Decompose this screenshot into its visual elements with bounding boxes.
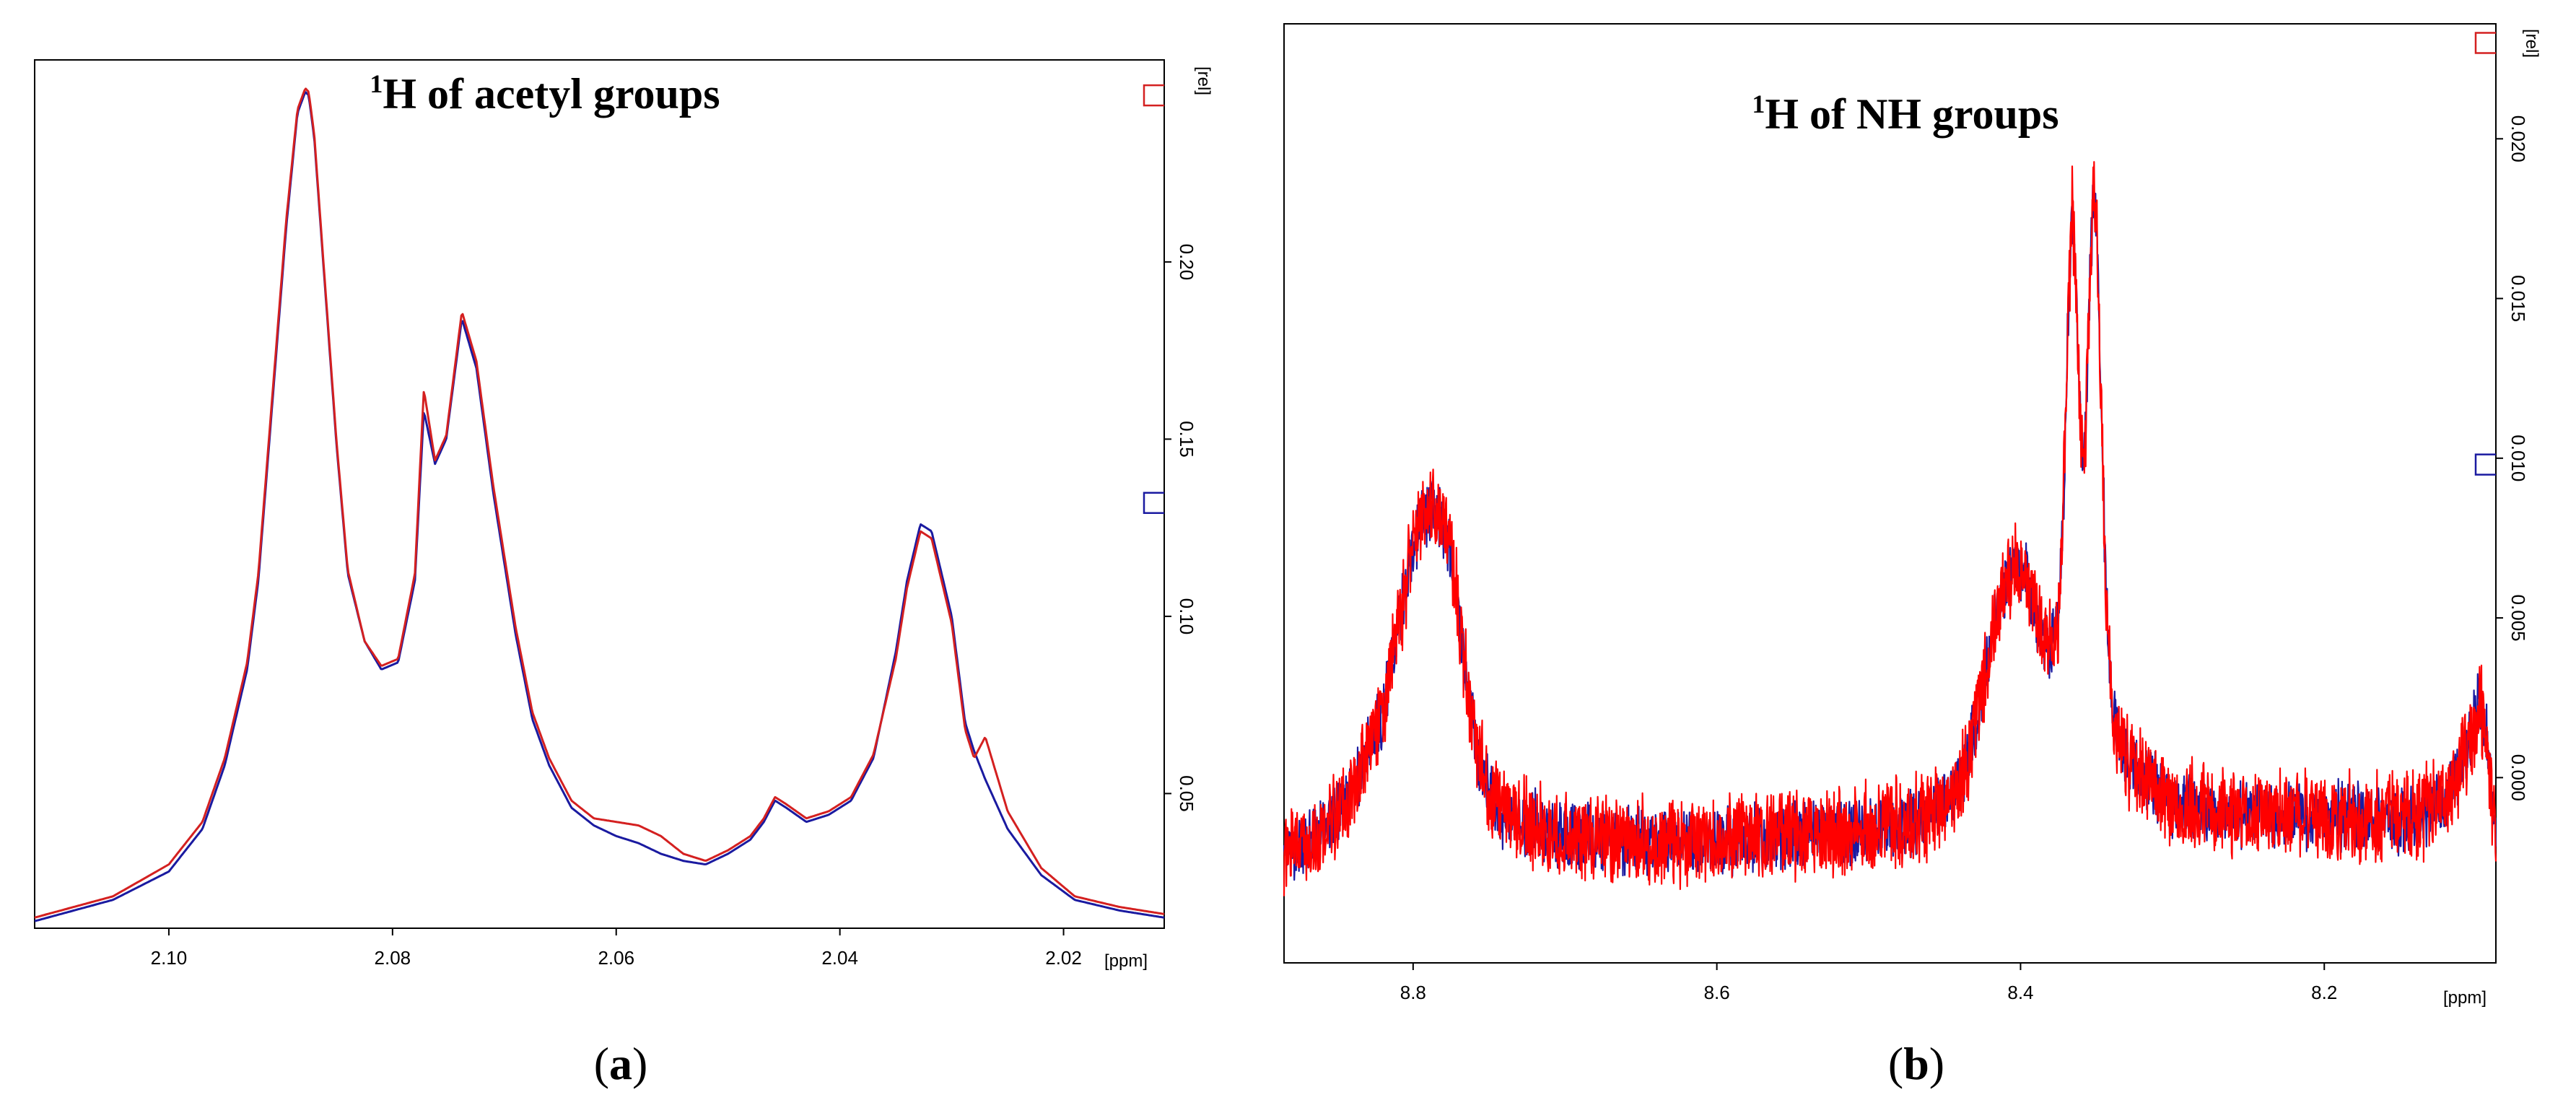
y-tick-label: 0.020 <box>2507 115 2529 162</box>
x-tick-label: 8.8 <box>1400 982 1426 1003</box>
x-unit-a: [ppm] <box>1104 951 1148 971</box>
y-tick-label: 0.010 <box>2507 435 2529 481</box>
x-tick-label: 8.4 <box>2007 982 2033 1003</box>
plot-frame-a <box>34 59 1165 929</box>
y-unit-b: [rel] <box>2522 29 2541 58</box>
integral-marker-blue <box>1143 492 1164 515</box>
x-tick-label: 2.02 <box>1045 947 1082 969</box>
x-tick-label: 8.6 <box>1704 982 1730 1003</box>
series-red-b <box>1283 161 2497 896</box>
x-tick-label: 2.04 <box>821 947 858 969</box>
series-red-a <box>34 87 1165 919</box>
x-unit-b: [ppm] <box>2443 988 2487 1008</box>
integral-marker-blue <box>2474 453 2496 476</box>
integral-marker-red <box>2474 32 2496 54</box>
y-tick-label: 0.05 <box>1176 775 1197 812</box>
y-unit-a: [rel] <box>1194 66 1213 95</box>
x-tick-label: 2.08 <box>375 947 411 969</box>
y-tick-label: 0.10 <box>1176 598 1197 635</box>
chart-title-a: 1H of acetyl groups <box>370 69 720 118</box>
integral-marker-red <box>1143 84 1164 107</box>
panel-label-b: (b) <box>1888 1038 1944 1089</box>
y-tick-label: 0.15 <box>1176 421 1197 458</box>
x-tick-label: 2.10 <box>151 947 188 969</box>
panel-a: 2.10 2.08 2.06 2.04 2.02 0.05 0.10 0.15 0.20 1H… <box>34 59 1213 1089</box>
panel-label-a: (a) <box>594 1038 648 1089</box>
y-tick-label: 0.015 <box>2507 275 2529 322</box>
x-tick-label: 8.2 <box>2311 982 2337 1003</box>
x-tick-label: 2.06 <box>598 947 634 969</box>
panel-b: 8.8 8.6 8.4 8.2 0.000 0.005 0.010 0.015 0.020 1… <box>1283 23 2541 1089</box>
chart-title-b: 1H of NH groups <box>1752 90 2058 138</box>
y-tick-label: 0.000 <box>2507 754 2529 801</box>
y-tick-label: 0.005 <box>2507 595 2529 642</box>
y-tick-label: 0.20 <box>1176 244 1197 281</box>
